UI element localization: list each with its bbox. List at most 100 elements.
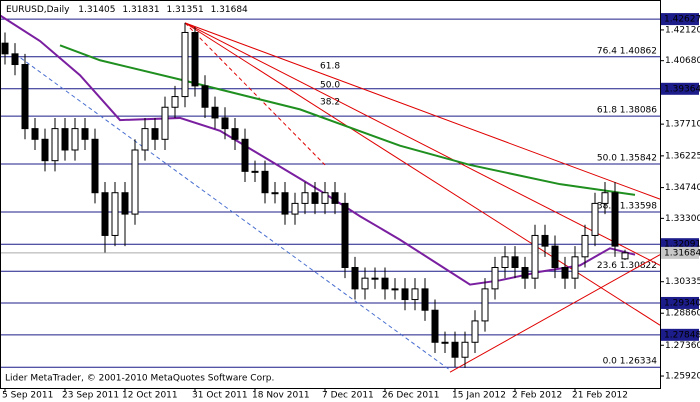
candle-body bbox=[1, 42, 9, 55]
level-box bbox=[661, 82, 699, 95]
candle-body bbox=[481, 288, 489, 322]
candle-body bbox=[401, 288, 409, 301]
candle-body bbox=[501, 256, 509, 268]
candle-body bbox=[331, 192, 339, 204]
candle-body bbox=[571, 256, 579, 279]
x-tick-label: 2 Feb 2012 bbox=[512, 391, 562, 401]
fan-line bbox=[184, 22, 661, 266]
symbol: EURUSD,Daily bbox=[6, 5, 70, 15]
level-label: 1.39364 bbox=[664, 84, 700, 94]
candle-body bbox=[551, 245, 559, 268]
level-box bbox=[661, 296, 699, 309]
trendline bbox=[184, 22, 326, 166]
fan-label: 38.2 bbox=[320, 97, 340, 107]
candle-body bbox=[561, 266, 569, 279]
candle-body bbox=[291, 202, 299, 215]
candle-body bbox=[601, 192, 609, 204]
candle-body bbox=[611, 192, 619, 247]
level-label: 1.42627 bbox=[664, 15, 700, 25]
level-label: 1.32091 bbox=[664, 240, 700, 250]
level-box bbox=[661, 13, 699, 26]
candle-body bbox=[431, 309, 439, 343]
y-tick-label: 1.42120 bbox=[665, 25, 700, 35]
candle-body bbox=[281, 192, 289, 215]
candle-body bbox=[171, 96, 179, 108]
x-tick-label: 31 Oct 2011 bbox=[192, 391, 248, 401]
close-value: 1.31684 bbox=[211, 5, 248, 15]
candle-body bbox=[391, 288, 399, 291]
high-value: 1.31831 bbox=[122, 5, 159, 15]
candle-body bbox=[511, 256, 519, 268]
candle-body bbox=[411, 288, 419, 301]
candle-body bbox=[451, 341, 459, 358]
candle-body bbox=[421, 288, 429, 311]
fan-line bbox=[184, 22, 661, 200]
fib-label: 61.8 1.38086 bbox=[597, 106, 657, 116]
y-tick-label: 1.36225 bbox=[665, 151, 700, 161]
chart-header: EURUSD,Daily 1.31405 1.31831 1.31351 1.3… bbox=[6, 5, 248, 15]
candle-body bbox=[41, 138, 49, 162]
candle-body bbox=[581, 234, 589, 258]
candle-body bbox=[81, 128, 89, 140]
candle-body bbox=[271, 192, 279, 195]
candle-body bbox=[371, 277, 379, 280]
level-box bbox=[661, 328, 699, 341]
moving-average bbox=[0, 14, 636, 286]
candle-body bbox=[161, 106, 169, 140]
fib-label: 50.0 1.35842 bbox=[597, 154, 657, 164]
trendline bbox=[449, 254, 661, 373]
current-price-label: 1.31684 bbox=[664, 248, 700, 258]
candle-body bbox=[11, 53, 19, 66]
candle-body bbox=[31, 128, 39, 140]
candle-body bbox=[121, 192, 129, 215]
x-tick-label: 12 Oct 2011 bbox=[122, 391, 178, 401]
candle-body bbox=[361, 277, 369, 290]
candle-body bbox=[301, 192, 309, 204]
candle-body bbox=[111, 192, 119, 236]
y-tick-label: 1.33300 bbox=[665, 214, 700, 224]
candle-body bbox=[211, 106, 219, 119]
trendline bbox=[14, 53, 451, 371]
candle-body bbox=[181, 31, 189, 98]
candle-body bbox=[241, 138, 249, 172]
candle-body bbox=[141, 128, 149, 151]
level-label: 1.29340 bbox=[664, 298, 700, 308]
candle-body bbox=[221, 117, 229, 130]
candle-body bbox=[251, 170, 259, 173]
candle-body bbox=[201, 85, 209, 108]
footer: Lider MetaTrader, © 2001-2010 MetaQuotes… bbox=[5, 374, 274, 384]
candle-body bbox=[591, 202, 599, 236]
candle-body bbox=[541, 234, 549, 247]
y-tick-label: 1.34740 bbox=[665, 183, 700, 193]
y-tick-label: 1.30335 bbox=[665, 277, 700, 287]
candle-body bbox=[131, 149, 139, 215]
candle-body bbox=[381, 277, 389, 290]
candle-body bbox=[351, 266, 359, 290]
plot-frame bbox=[0, 0, 661, 389]
candle-body bbox=[91, 138, 99, 194]
candle-body bbox=[191, 31, 199, 87]
x-tick-label: 21 Feb 2012 bbox=[572, 391, 628, 401]
candle-body bbox=[471, 320, 479, 343]
y-tick-label: 1.37710 bbox=[665, 120, 700, 130]
current-price-box bbox=[661, 246, 699, 259]
plot-layer: 76.4 1.40862 61.8 1.38086 50.0 1.35842 38.2… bbox=[0, 14, 661, 373]
x-tick-label: 18 Nov 2011 bbox=[252, 391, 310, 401]
candle-body bbox=[151, 128, 159, 140]
fib-label: 38.2 1.33598 bbox=[597, 201, 657, 211]
fib-label: 76.4 1.40862 bbox=[597, 46, 657, 56]
y-tick-label: 1.40680 bbox=[665, 56, 700, 66]
fan-label: 50.0 bbox=[320, 80, 340, 90]
candle-body bbox=[521, 266, 529, 279]
x-tick-label: 7 Dec 2011 bbox=[322, 391, 374, 401]
fan-line bbox=[184, 22, 661, 326]
y-tick-label: 1.27360 bbox=[665, 341, 700, 351]
fib-label: 23.6 1.30822 bbox=[597, 261, 657, 271]
candle-body bbox=[621, 252, 629, 260]
level-label: 1.27848 bbox=[664, 330, 700, 340]
candle-body bbox=[261, 170, 269, 194]
candle-body bbox=[231, 128, 239, 140]
candle-body bbox=[461, 341, 469, 358]
